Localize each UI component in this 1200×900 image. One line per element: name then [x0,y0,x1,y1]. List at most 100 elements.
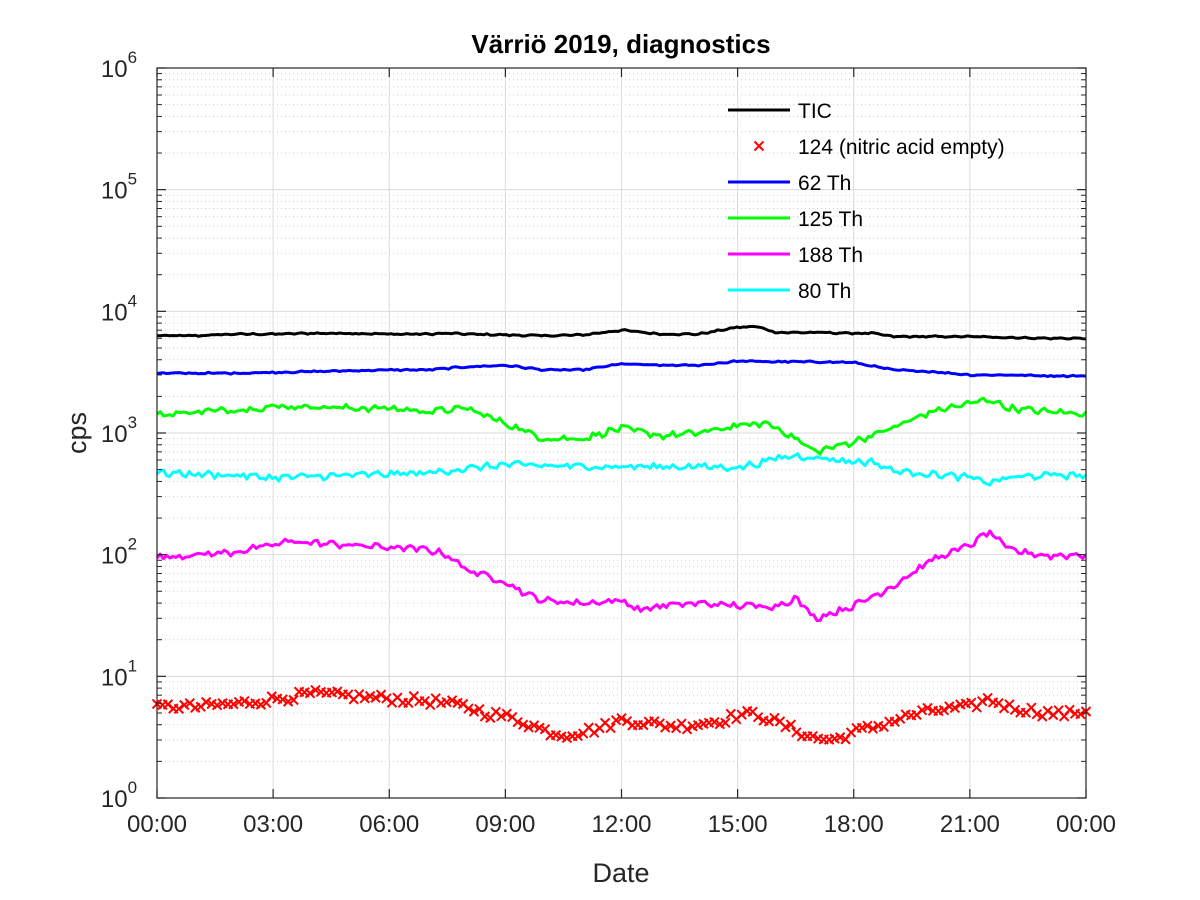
series-line-188-th [155,529,1088,622]
y-tick-exponent: 1 [128,656,137,675]
marker-point-124-nitric-acid-empty [938,704,950,716]
marker-point-124-nitric-acid-empty [517,719,529,730]
marker-point-124-nitric-acid-empty [856,722,868,734]
y-tick-base: 10 [101,178,128,205]
marker-point-124-nitric-acid-empty [649,716,660,727]
series-layer [151,324,1092,745]
legend: TIC 124 (nitric acid empty) 62 Th 125 Th 188… [728,100,1005,303]
ticks [156,67,1087,799]
y-tick-base: 10 [101,56,128,83]
legend-label-62-th: 62 Th [798,172,851,195]
marker-point-124-nitric-acid-empty [616,713,627,724]
marker-point-124-nitric-acid-empty [610,714,622,726]
marker-point-124-nitric-acid-empty [709,716,720,728]
series-line-62-th [156,359,1087,379]
marker-point-124-nitric-acid-empty [916,705,928,716]
marker-point-124-nitric-acid-empty [862,720,873,731]
x-tick-label: 06:00 [359,811,419,838]
marker-point-124-nitric-acid-empty [304,688,316,699]
marker-point-124-nitric-acid-empty [211,700,223,711]
y-tick-label: 106 [101,48,137,83]
marker-point-124-nitric-acid-empty [496,711,507,722]
marker-point-124-nitric-acid-empty [922,702,933,714]
marker-point-124-nitric-acid-empty [889,716,900,728]
x-tick-label: 00:00 [1056,811,1116,838]
legend-label-80-th: 80 Th [798,280,851,303]
legend-swatch-124-nitric-acid-empty [753,140,765,152]
marker-point-124-nitric-acid-empty [332,686,343,697]
marker-point-124-nitric-acid-empty [370,692,381,703]
marker-point-124-nitric-acid-empty [523,722,534,733]
series-line-80-th [155,452,1088,487]
marker-point-124-nitric-acid-empty [638,719,649,731]
marker-point-124-nitric-acid-empty [976,695,988,707]
y-tick-base: 10 [101,299,128,326]
marker-point-124-nitric-acid-empty [375,689,387,700]
marker-point-124-nitric-acid-empty [1031,708,1043,720]
x-tick-label: 00:00 [127,811,187,838]
marker-point-124-nitric-acid-empty [446,695,458,706]
x-tick-label: 15:00 [708,811,768,838]
y-tick-base: 10 [101,664,128,691]
marker-point-124-nitric-acid-empty [501,708,512,719]
marker-point-124-nitric-acid-empty [736,709,747,720]
y-tick-label: 104 [101,291,137,326]
y-axis-label: cps [62,412,92,454]
marker-point-124-nitric-acid-empty [474,703,485,715]
y-tick-label: 103 [101,413,137,448]
marker-point-124-nitric-acid-empty [228,699,239,710]
marker-point-124-nitric-acid-empty [1075,708,1086,720]
marker-point-124-nitric-acid-empty [605,722,616,734]
marker-point-124-nitric-acid-empty [763,716,775,727]
marker-point-124-nitric-acid-empty [949,702,961,714]
y-tick-base: 10 [101,543,128,570]
marker-point-124-nitric-acid-empty [463,703,474,714]
marker-point-124-nitric-acid-empty [665,720,676,731]
marker-point-124-nitric-acid-empty [1064,704,1075,716]
y-tick-base: 10 [101,786,128,813]
legend-label-125-th: 125 Th [798,208,863,231]
y-tick-base: 10 [101,421,128,448]
legend-label-188-th: 188 Th [798,244,863,267]
marker-point-124-nitric-acid-empty [173,703,185,714]
marker-point-124-nitric-acid-empty [512,716,523,728]
marker-point-124-nitric-acid-empty [277,694,288,705]
marker-point-124-nitric-acid-empty [780,722,791,733]
series-line-125-th [156,396,1088,456]
y-tick-exponent: 6 [128,48,137,67]
marker-point-124-nitric-acid-empty [998,703,1010,714]
marker-point-124-nitric-acid-empty [681,724,693,735]
marker-point-124-nitric-acid-empty [288,694,299,706]
x-axis-label: Date [592,858,649,888]
marker-point-124-nitric-acid-empty [840,734,851,745]
chart-title: Värriö 2019, diagnostics [471,29,770,59]
marker-point-124-nitric-acid-empty [867,723,879,734]
marker-point-124-nitric-acid-empty [752,711,764,723]
x-tick-label: 03:00 [243,811,303,838]
y-tick-exponent: 3 [128,413,137,432]
x-tick-label: 21:00 [940,811,1000,838]
x-tick-label: 12:00 [591,811,651,838]
marker-point-124-nitric-acid-empty [528,720,540,731]
marker-point-124-nitric-acid-empty [834,732,846,743]
y-tick-label: 105 [101,170,137,205]
legend-label-124-nitric-acid-empty: 124 (nitric acid empty) [798,136,1005,159]
x-tick-label: 18:00 [824,811,884,838]
marker-point-124-nitric-acid-empty [1009,704,1021,716]
marker-point-124-nitric-acid-empty [720,717,731,729]
marker-point-124-nitric-acid-empty [419,695,430,707]
y-tick-exponent: 0 [128,778,137,797]
y-tick-exponent: 5 [128,170,137,189]
y-tick-label: 100 [101,778,137,813]
marker-point-124-nitric-acid-empty [785,719,797,730]
marker-point-124-nitric-acid-empty [572,730,583,742]
legend-label-tic: TIC [798,100,832,123]
series-line-tic [156,324,1087,341]
x-tick-label: 09:00 [475,811,535,838]
marker-point-124-nitric-acid-empty [769,712,780,724]
y-tick-label: 102 [101,535,137,570]
marker-point-124-nitric-acid-empty [359,693,370,704]
marker-point-124-nitric-acid-empty [239,695,250,707]
